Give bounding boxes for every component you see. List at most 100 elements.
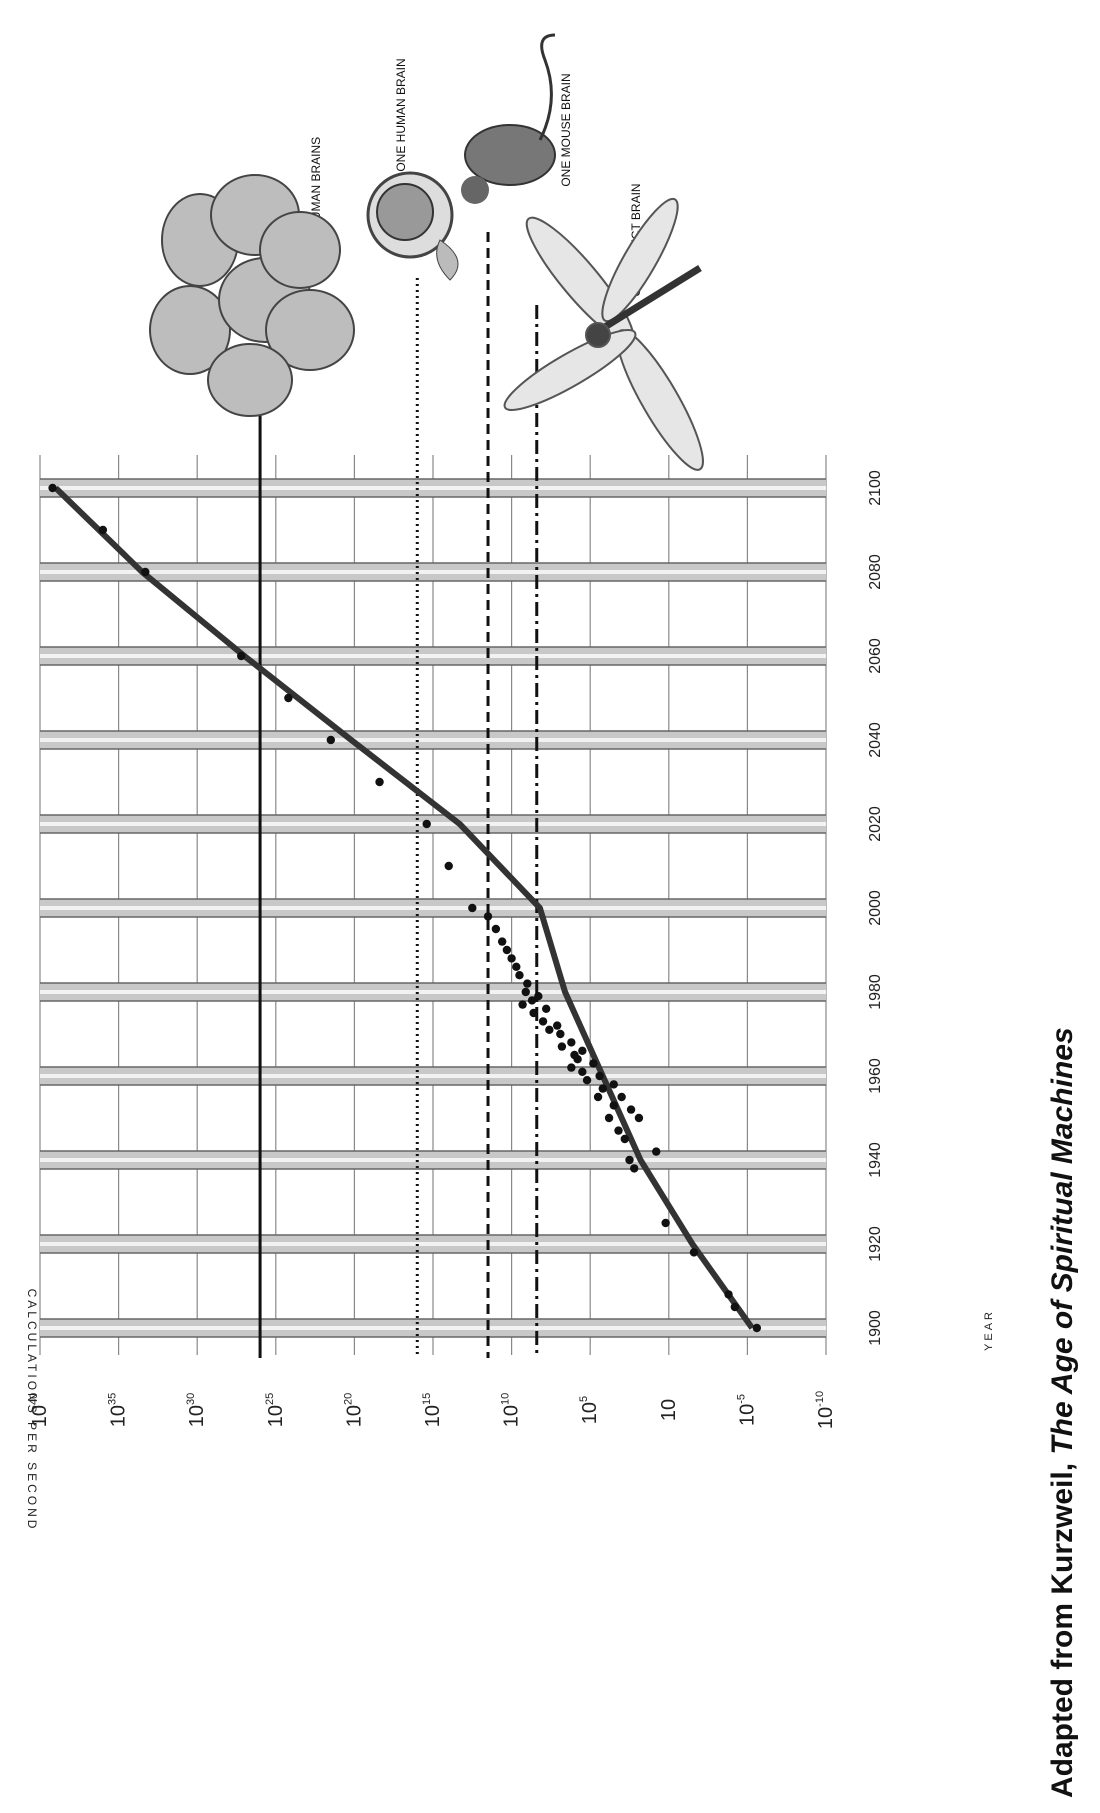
- x-tick-label: 2060: [867, 638, 884, 674]
- data-point: [598, 1084, 607, 1093]
- y-tick-exponent: -10: [814, 1391, 826, 1407]
- data-point: [578, 1046, 587, 1056]
- y-tick-base: 10: [343, 1405, 365, 1427]
- y-tick-label: 105: [578, 1396, 601, 1424]
- y-tick-label: 1040: [28, 1393, 51, 1428]
- data-point: [326, 735, 336, 745]
- data-point: [422, 819, 431, 829]
- y-tick-base: 10: [658, 1399, 680, 1421]
- data-points: [48, 483, 762, 1333]
- y-tick-exponent: 5: [578, 1396, 590, 1402]
- x-tick-label: 1960: [867, 1058, 884, 1094]
- y-tick-label: 1025: [264, 1393, 287, 1428]
- mouse-illustration: [461, 33, 556, 204]
- data-point: [752, 1323, 762, 1333]
- data-point: [545, 1025, 554, 1035]
- data-point: [521, 987, 530, 997]
- ref-label: ONE HUMAN BRAIN: [394, 58, 408, 171]
- y-tick-label: 10-5: [735, 1394, 758, 1426]
- y-tick-base: 10: [501, 1405, 523, 1427]
- y-tick-exponent: 15: [421, 1393, 433, 1405]
- data-point: [48, 483, 57, 493]
- y-tick-exponent: 20: [342, 1393, 354, 1405]
- data-point: [468, 903, 477, 913]
- y-tick-label: 1015: [421, 1393, 444, 1428]
- data-point: [567, 1038, 576, 1047]
- data-point: [556, 1029, 565, 1039]
- data-point: [724, 1290, 733, 1299]
- data-point: [538, 1017, 548, 1026]
- caption-book: The Age of Spiritual Machines: [1046, 1027, 1079, 1455]
- data-point: [529, 1008, 538, 1018]
- data-point: [589, 1059, 598, 1068]
- human-heads-illustration: [149, 174, 355, 417]
- data-point: [609, 1080, 618, 1089]
- brain-illustrations: [149, 33, 704, 471]
- data-point: [98, 525, 108, 535]
- data-point: [141, 567, 150, 577]
- data-point: [284, 693, 293, 703]
- x-tick-label: 1920: [867, 1226, 884, 1262]
- data-point: [483, 912, 493, 921]
- data-point: [507, 954, 516, 963]
- data-point: [614, 1126, 623, 1135]
- human-brain-illustration: [366, 171, 459, 281]
- grid: [39, 455, 827, 1355]
- data-point: [523, 979, 532, 988]
- data-point: [491, 924, 501, 934]
- y-tick-exponent: 25: [264, 1393, 276, 1405]
- data-point: [604, 1113, 614, 1123]
- data-point: [512, 962, 521, 971]
- data-point: [625, 1155, 634, 1165]
- data-point: [617, 1092, 626, 1102]
- ylabel-text: CALCULATIONS PER SECOND: [25, 1289, 39, 1532]
- x-tick-labels: 1900 1920 1940 1960 1980 2000 2020 2040 2060 2080…: [867, 470, 884, 1346]
- data-point: [689, 1248, 699, 1257]
- data-point: [375, 777, 384, 787]
- y-tick-exponent: 30: [185, 1393, 197, 1405]
- y-tick-label: 10: [658, 1399, 680, 1421]
- data-point: [567, 1063, 576, 1072]
- x-tick-label: 1900: [867, 1310, 884, 1346]
- data-point: [595, 1071, 604, 1081]
- data-point: [652, 1147, 661, 1156]
- y-tick-label: 1030: [185, 1393, 208, 1428]
- data-point: [609, 1101, 618, 1110]
- y-tick-base: 10: [265, 1405, 287, 1427]
- data-point: [578, 1067, 587, 1077]
- data-point: [552, 1021, 562, 1030]
- y-tick-base: 10: [186, 1405, 208, 1427]
- x-tick-label: 2000: [867, 890, 884, 926]
- data-point: [515, 971, 524, 980]
- y-tick-label: 1020: [342, 1393, 365, 1428]
- data-point: [620, 1134, 629, 1144]
- data-point: [626, 1105, 636, 1114]
- x-tick-label: 2040: [867, 722, 884, 758]
- data-point: [497, 937, 507, 946]
- y-tick-exponent: 35: [107, 1393, 119, 1405]
- y-tick-base: 10: [815, 1407, 837, 1429]
- data-point: [527, 996, 537, 1005]
- data-point: [630, 1164, 639, 1173]
- y-tick-base: 10: [736, 1404, 758, 1426]
- y-tick-exponent: 10: [500, 1393, 512, 1405]
- y-tick-base: 10: [29, 1405, 51, 1427]
- trend-polyline: [53, 485, 755, 1330]
- y-tick-label: 1035: [107, 1393, 130, 1428]
- y-tick-base: 10: [108, 1405, 130, 1427]
- x-axis-label: YEAR: [983, 1309, 995, 1351]
- y-tick-label: 10-10: [814, 1391, 837, 1429]
- trend-line: [53, 485, 755, 1330]
- caption-prefix: Adapted from Kurzweil,: [1046, 1454, 1079, 1798]
- ref-label: ONE MOUSE BRAIN: [559, 73, 573, 186]
- data-point: [534, 992, 543, 1001]
- data-point: [541, 1004, 551, 1013]
- y-tick-exponent: -5: [735, 1394, 747, 1404]
- data-point: [237, 651, 246, 661]
- y-tick-base: 10: [422, 1405, 444, 1427]
- data-point: [730, 1302, 740, 1312]
- xlabel-text: YEAR: [983, 1309, 995, 1351]
- data-point: [582, 1076, 592, 1085]
- source-caption: Adapted from Kurzweil, The Age of Spirit…: [1046, 1027, 1080, 1798]
- data-point: [661, 1218, 670, 1228]
